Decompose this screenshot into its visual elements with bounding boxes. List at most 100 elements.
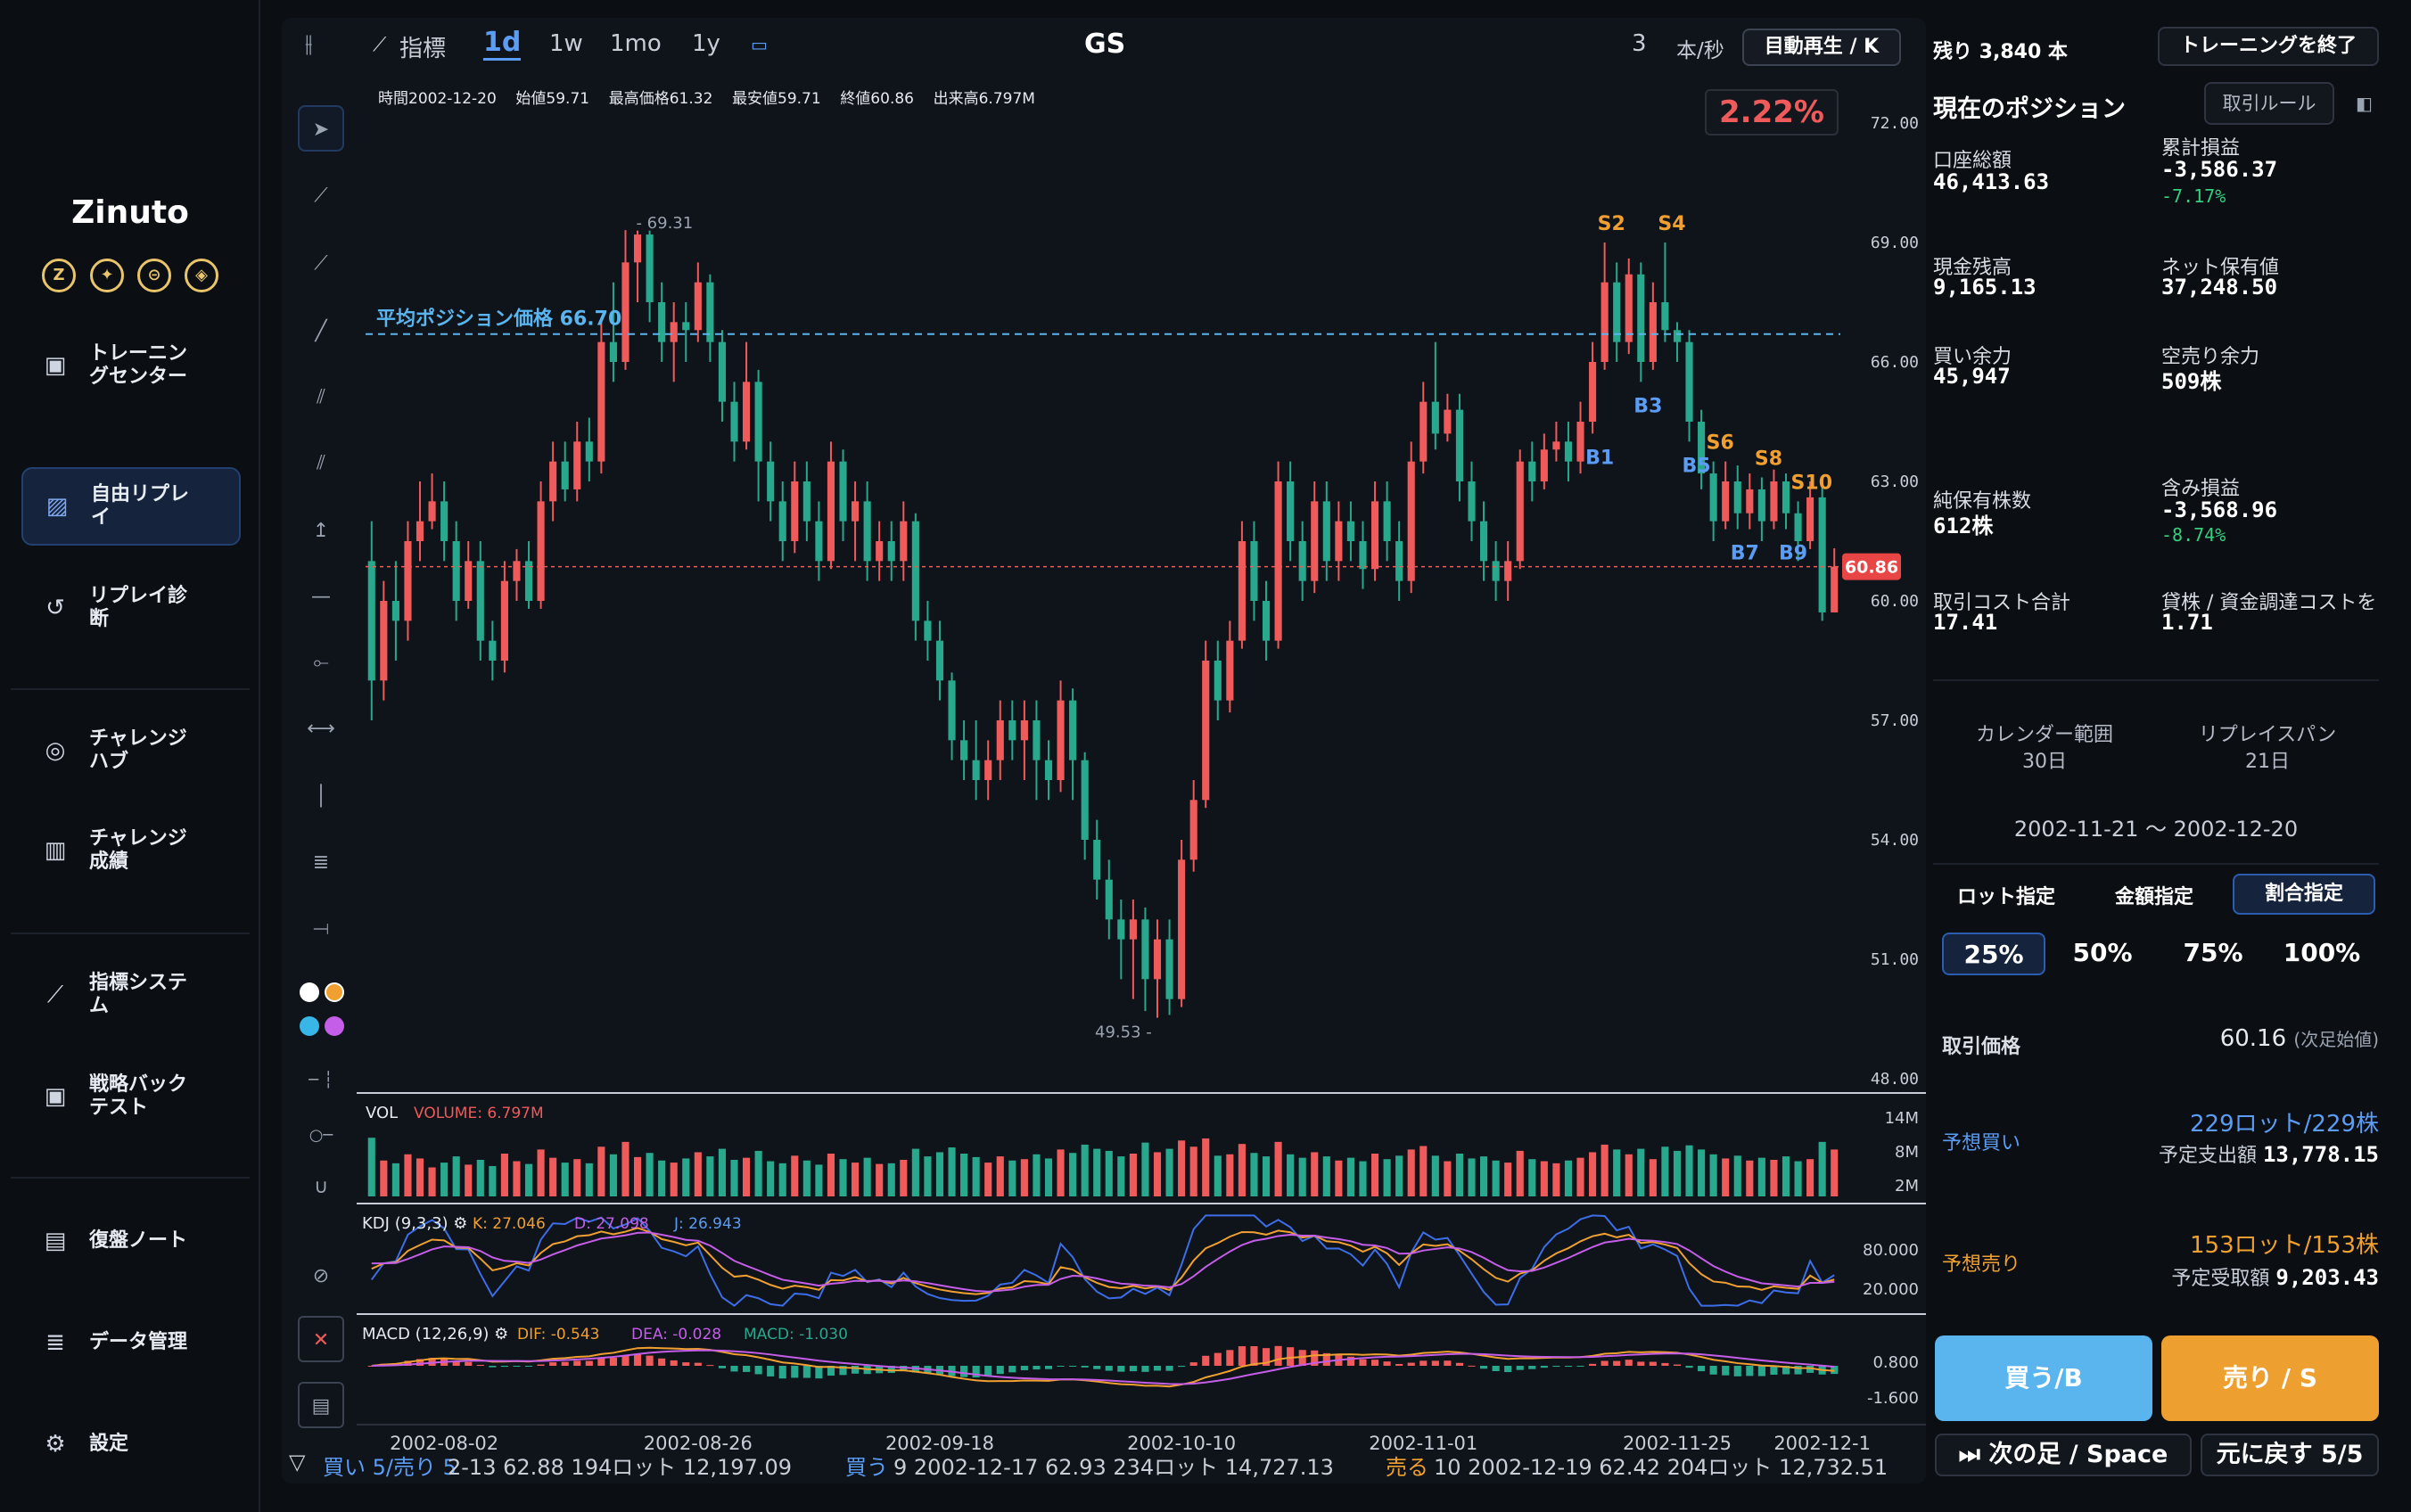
sidebar-item-challenge-results[interactable]: ▥ チャレンジ 成績 xyxy=(21,811,241,890)
sidebar-item-data-management[interactable]: ≣ データ管理 xyxy=(21,1303,241,1382)
macd-histogram-bar xyxy=(984,1366,992,1376)
color-cyan-swatch[interactable] xyxy=(300,1016,319,1036)
macd-histogram-bar xyxy=(1044,1366,1053,1369)
pct-25-button[interactable]: 25% xyxy=(1942,933,2045,975)
pct-100-button[interactable]: 100% xyxy=(2283,938,2361,967)
interval-1y-tab[interactable]: 1y xyxy=(692,30,720,57)
line-width-slider-icon[interactable]: ○─ xyxy=(309,1126,333,1145)
next-bar-button[interactable]: ⏭ 次の足 / Space xyxy=(1935,1434,2192,1476)
candle-body xyxy=(476,561,484,641)
volume-bar xyxy=(585,1163,593,1196)
volume-bar xyxy=(1008,1160,1016,1196)
drawing-tools-icon[interactable]: ⫲ xyxy=(305,30,313,57)
interval-1d-tab[interactable]: 1d xyxy=(483,27,522,61)
date-axis-label: 2002-09-18 xyxy=(885,1433,994,1454)
sidebar-item-label: 設定 xyxy=(89,1433,129,1455)
channel-icon[interactable]: ⫽ xyxy=(317,452,325,474)
trade-entry[interactable]: 10 2002-12-19 62.42 204ロット 12,732.51 xyxy=(1434,1455,1888,1480)
high-price-marker: - 69.31 xyxy=(636,214,693,233)
macd-histogram-bar xyxy=(887,1366,895,1373)
replay-date-range: 2002-11-21 〜 2002-12-20 xyxy=(2013,817,2299,842)
macd-panel-title: MACD (12,26,9) ⚙ xyxy=(362,1325,508,1344)
volume-bar xyxy=(537,1149,545,1196)
trade-rules-button[interactable]: 取引ルール xyxy=(2204,82,2334,125)
mode-lot-tab[interactable]: ロット指定 xyxy=(1956,886,2055,908)
measure-icon[interactable]: ⟞ xyxy=(312,917,330,940)
undo-button[interactable]: 元に戻す 5/5 xyxy=(2201,1434,2379,1476)
candle-body xyxy=(682,322,690,331)
color-purple-swatch[interactable] xyxy=(325,1016,344,1036)
vertical-line-icon[interactable]: │ xyxy=(315,785,327,808)
mode-amount-tab[interactable]: 金額指定 xyxy=(2114,886,2193,908)
sidebar-item-indicator-system[interactable]: ⟋ 指標システ ム xyxy=(21,956,241,1034)
notes-icon[interactable]: ▤ xyxy=(298,1382,344,1428)
price-axis-label: 63.00 xyxy=(1871,472,1919,491)
magnet-icon[interactable]: ∪ xyxy=(313,1176,329,1198)
volume-bar xyxy=(1178,1140,1186,1196)
price-chart[interactable]: 72.00 69.00 66.00 63.00 60.00 57.00 54.00 51.00… xyxy=(357,71,1926,1466)
interval-1w-tab[interactable]: 1w xyxy=(549,30,583,57)
candle-body xyxy=(996,720,1004,760)
volume-bar xyxy=(1806,1159,1814,1196)
volume-bar xyxy=(1685,1145,1693,1196)
speed-value[interactable]: 3 xyxy=(1632,30,1647,57)
coin-z-icon: Z xyxy=(42,259,76,292)
color-white-swatch[interactable] xyxy=(300,982,319,1002)
wallet-icon[interactable]: ◧ xyxy=(2356,93,2373,114)
sidebar-item-review-notes[interactable]: ▤ 復盤ノート xyxy=(21,1202,241,1280)
price-axis-label: 66.00 xyxy=(1871,353,1919,372)
hide-drawings-icon[interactable]: ⊘ xyxy=(312,1265,330,1287)
screen-icon[interactable]: ▭ xyxy=(751,34,768,55)
interval-1mo-tab[interactable]: 1mo xyxy=(610,30,662,57)
cursor-icon[interactable]: ➤ xyxy=(298,105,344,152)
kdj-d-value: D: 27.098 xyxy=(574,1215,649,1233)
stats-icon: ▥ xyxy=(44,837,67,864)
volume-bar xyxy=(1081,1144,1089,1196)
line-style-icon[interactable]: ─ ┆ xyxy=(309,1071,333,1089)
sell-button[interactable]: 売り / S xyxy=(2161,1335,2379,1421)
segment-icon[interactable]: ⟷ xyxy=(307,718,335,740)
candle-body xyxy=(1589,362,1597,422)
trade-entry[interactable]: 2-13 62.88 194ロット 12,197.09 xyxy=(448,1455,793,1480)
sidebar-item-strategy-backtest[interactable]: ▣ 戦略バック テスト xyxy=(21,1057,241,1136)
candle-body xyxy=(1722,481,1730,522)
buy-power-label: 買い余力 xyxy=(1933,346,2012,368)
delete-drawings-icon[interactable]: ✕ xyxy=(298,1316,344,1362)
trend-line-icon[interactable]: ⟋ xyxy=(314,185,328,207)
indicator-button[interactable]: 指標 xyxy=(399,36,447,62)
volume-bar xyxy=(1504,1163,1512,1196)
est-buy-cost: 予定支出額 13,778.15 xyxy=(2159,1139,2379,1168)
extended-line-icon[interactable]: ╱ xyxy=(315,320,327,342)
arrow-up-icon[interactable]: ↥ xyxy=(312,520,330,542)
trade-entry[interactable]: 9 2002-12-17 62.93 234ロット 14,727.13 xyxy=(893,1455,1334,1480)
candle-body xyxy=(452,541,460,601)
kdj-axis-label: 80.000 xyxy=(1863,1241,1919,1260)
buy-button[interactable]: 買う/B xyxy=(1935,1335,2152,1421)
volume-bar xyxy=(1069,1153,1077,1196)
sidebar-item-free-replay[interactable]: ▨ 自由リプレ イ xyxy=(21,467,241,546)
candle-body xyxy=(984,760,992,780)
color-orange-swatch[interactable] xyxy=(325,982,344,1002)
volume-bar xyxy=(367,1138,375,1196)
ray-icon[interactable]: ⟋ xyxy=(314,252,328,275)
candle-body xyxy=(670,322,678,342)
sidebar-item-training-center[interactable]: ▣ トレーニン グセンター xyxy=(21,326,241,405)
sidebar-item-settings[interactable]: ⚙ 設定 xyxy=(21,1405,241,1483)
sidebar-item-challenge-hub[interactable]: ◎ チャレンジ ハブ xyxy=(21,711,241,790)
horizontal-line-icon[interactable]: — xyxy=(311,586,331,608)
trade-marker-s: S8 xyxy=(1755,448,1782,471)
macd-histogram-bar xyxy=(489,1366,497,1368)
horizontal-ray-icon[interactable]: ⟜ xyxy=(313,652,329,674)
end-training-button[interactable]: トレーニングを終了 xyxy=(2158,27,2379,66)
fibonacci-icon[interactable]: ≣ xyxy=(312,851,330,874)
macd-histogram-bar xyxy=(827,1366,835,1376)
autoplay-button[interactable]: 目動再生 / K xyxy=(1742,29,1901,66)
volume-bar xyxy=(1214,1155,1222,1196)
parallel-line-icon[interactable]: ⫽ xyxy=(317,386,325,408)
mode-percent-tab[interactable]: 割合指定 xyxy=(2233,874,2375,915)
pct-50-button[interactable]: 50% xyxy=(2072,938,2133,967)
sidebar-item-replay-diagnosis[interactable]: ↺ リプレイ診 断 xyxy=(21,569,241,647)
price-axis-label: 48.00 xyxy=(1871,1070,1919,1089)
pct-75-button[interactable]: 75% xyxy=(2183,938,2243,967)
filter-icon[interactable]: ▽ xyxy=(289,1450,306,1475)
